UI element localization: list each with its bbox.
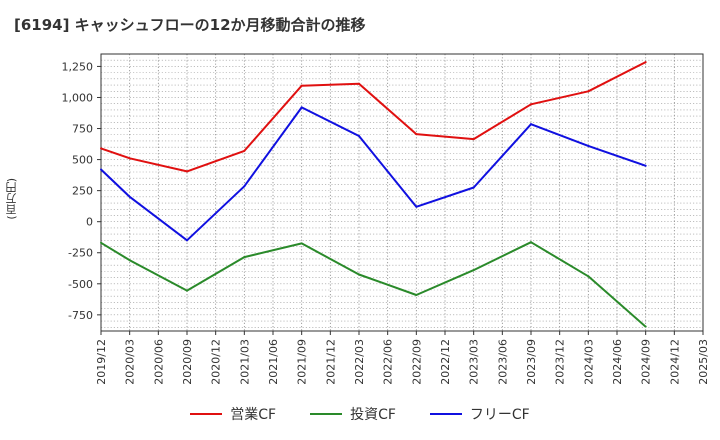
x-tick-label: 2024/12 <box>668 339 681 385</box>
data-point-series-0 <box>358 82 360 85</box>
data-point-series-1 <box>472 269 475 272</box>
data-point-series-2 <box>472 186 475 189</box>
data-point-series-2 <box>186 239 188 242</box>
legend-swatch-investing <box>310 413 343 415</box>
y-tick-label: -500 <box>68 278 93 291</box>
data-point-series-1 <box>530 241 532 244</box>
y-tick-label: 1,000 <box>62 91 94 104</box>
x-tick-label: 2020/12 <box>210 339 223 385</box>
data-point-series-0 <box>100 147 102 150</box>
x-tick-label: 2023/09 <box>525 339 538 385</box>
data-point-series-0 <box>472 138 475 141</box>
x-tick-label: 2024/09 <box>640 339 653 385</box>
legend-item-operating: 営業CF <box>190 404 276 424</box>
data-point-series-1 <box>587 275 590 278</box>
data-point-series-1 <box>100 241 102 244</box>
legend-label-operating: 営業CF <box>230 407 277 423</box>
y-tick-label: 0 <box>86 216 93 229</box>
data-point-series-2 <box>243 185 246 188</box>
series-line-1 <box>100 241 647 328</box>
x-tick-label: 2022/06 <box>382 339 395 385</box>
x-tick-label: 2021/12 <box>324 339 337 385</box>
y-tick-label: 250 <box>72 185 93 198</box>
data-point-series-2 <box>100 168 102 171</box>
y-tick-label: -250 <box>68 247 93 260</box>
x-tick-label: 2023/06 <box>496 339 509 385</box>
data-point-series-2 <box>587 144 590 147</box>
x-tick-label: 2021/09 <box>296 339 309 385</box>
data-point-series-0 <box>243 149 246 152</box>
legend-swatch-operating <box>190 413 223 415</box>
data-point-series-0 <box>530 103 532 106</box>
x-tick-label: 2023/12 <box>554 339 567 385</box>
legend-item-investing: 投資CF <box>310 404 396 424</box>
legend-item-free: フリーCF <box>429 404 530 424</box>
data-point-series-0 <box>128 157 131 160</box>
data-point-series-2 <box>530 123 532 126</box>
data-point-series-1 <box>186 289 188 292</box>
y-tick-label: 1,250 <box>62 60 94 73</box>
data-point-series-1 <box>358 273 360 276</box>
data-point-series-0 <box>186 170 188 173</box>
data-point-series-1 <box>644 325 647 328</box>
line-chart: 1,250 1,000 750 500 250 0 -250 -500 -750 2019/12 2… <box>62 53 710 385</box>
x-tick-label: 2020/03 <box>124 339 137 385</box>
data-point-series-0 <box>644 61 647 64</box>
plot-frame <box>100 53 704 332</box>
x-tick-label: 2022/09 <box>410 339 423 385</box>
legend-label-free: フリーCF <box>469 407 530 423</box>
x-tick-label: 2023/03 <box>468 339 481 385</box>
data-point-series-1 <box>415 293 418 296</box>
chart-title: [6194] キャッシュフローの12か月移動合計の推移 <box>14 16 366 34</box>
legend-label-investing: 投資CF <box>350 407 396 423</box>
data-point-series-2 <box>128 195 131 198</box>
x-tick-label: 2024/06 <box>611 339 624 385</box>
y-tick-label: 750 <box>72 123 93 136</box>
x-tick-label: 2020/09 <box>181 339 194 385</box>
x-tick-label: 2021/03 <box>238 339 251 385</box>
y-tick-label: 500 <box>72 154 93 167</box>
data-point-series-0 <box>587 90 590 93</box>
data-point-series-1 <box>128 259 131 262</box>
x-tick-label: 2022/03 <box>353 339 366 385</box>
data-point-series-0 <box>300 84 303 87</box>
data-point-series-2 <box>358 134 360 137</box>
data-point-series-2 <box>415 205 418 208</box>
y-tick-label: -750 <box>68 309 93 322</box>
x-tick-label: 2021/06 <box>267 339 280 385</box>
data-point-series-1 <box>243 256 246 259</box>
data-point-series-0 <box>415 133 418 136</box>
x-tick-label: 2024/03 <box>582 339 595 385</box>
x-tick-label: 2022/12 <box>439 339 452 385</box>
x-tick-label: 2020/06 <box>152 339 165 385</box>
legend: 営業CF 投資CF フリーCF <box>0 404 720 424</box>
x-tick-label: 2019/12 <box>95 339 108 385</box>
data-point-series-2 <box>300 106 303 109</box>
data-point-series-1 <box>300 242 303 245</box>
x-tick-label: 2025/03 <box>697 339 710 385</box>
data-point-series-2 <box>644 164 647 167</box>
legend-swatch-free <box>429 413 462 415</box>
series-line-2 <box>100 106 647 242</box>
